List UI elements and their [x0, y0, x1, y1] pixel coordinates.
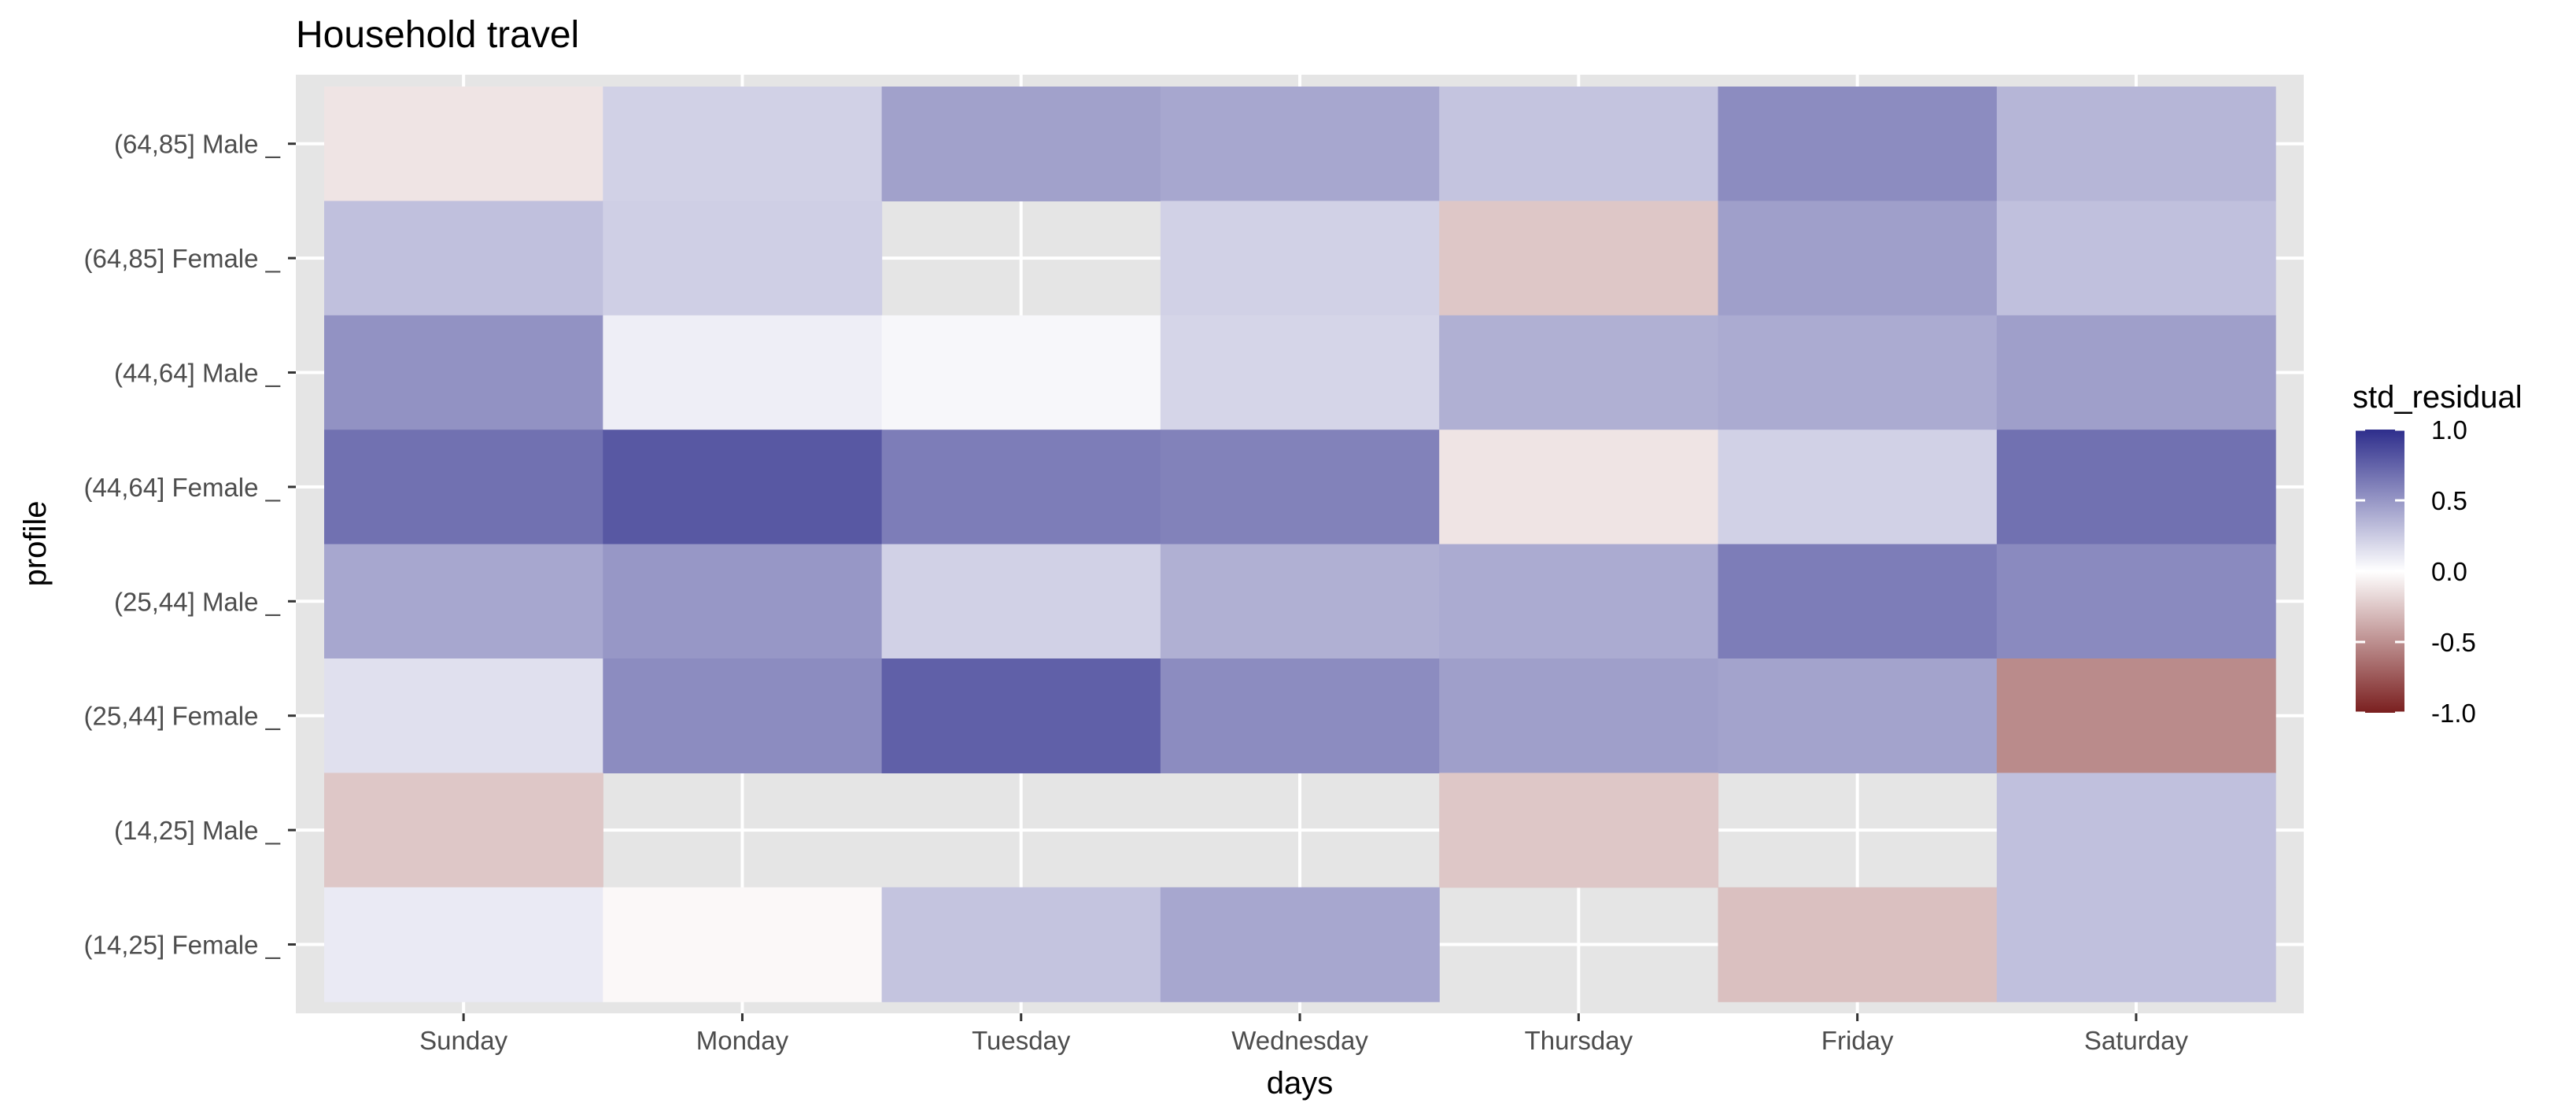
heatmap-cell [1160, 658, 1440, 773]
heatmap-cell [324, 87, 603, 201]
y-axis-title: profile [18, 501, 53, 587]
y-tick-label: (44,64] Male _ [114, 359, 281, 388]
heatmap-cell [1160, 87, 1440, 201]
heatmap-cell [1439, 658, 1719, 773]
y-axis: (64,85] Male _ (64,85] Female _ (44,64] Ma… [84, 130, 296, 960]
legend-ticks: 1.0 0.5 0.0 -0.5 -1.0 [2356, 415, 2476, 728]
heatmap-cell [603, 544, 883, 659]
x-tick-label: Sunday [419, 1026, 507, 1055]
heatmap-cell [603, 658, 883, 773]
y-tick-label: (14,25] Female _ [84, 931, 281, 960]
y-tick-label: (44,64] Female _ [84, 473, 281, 502]
heatmap-cell [881, 658, 1161, 773]
x-tick-label: Saturday [2084, 1026, 2189, 1055]
heatmap-cell [881, 87, 1161, 201]
heatmap-cell [1439, 430, 1719, 545]
heatmap-cell [1996, 315, 2276, 430]
heatmap-cell [324, 201, 603, 316]
heatmap-cell [603, 887, 883, 1002]
heatmap-cell [324, 430, 603, 545]
x-tick-label: Monday [696, 1026, 789, 1055]
heatmap-cell [1439, 315, 1719, 430]
heatmap-cell [324, 315, 603, 430]
heatmap-cell [1996, 773, 2276, 888]
legend-title: std_residual [2353, 380, 2522, 415]
x-tick-label: Thursday [1525, 1026, 1633, 1055]
y-tick-label: (25,44] Male _ [114, 587, 281, 616]
heatmap-cell [603, 315, 883, 430]
heatmap-cell [881, 544, 1161, 659]
x-axis: Sunday Monday Tuesday Wednesday Thursday Frid… [419, 1013, 2188, 1055]
heatmap-cell [1439, 87, 1719, 201]
heatmap-cell [324, 887, 603, 1002]
y-tick-label: (64,85] Female _ [84, 244, 281, 273]
heatmap-cell [1996, 430, 2276, 545]
heatmap-cell [881, 887, 1161, 1002]
y-tick-label: (14,25] Male _ [114, 816, 281, 845]
y-tick-label: (64,85] Male _ [114, 130, 281, 159]
heatmap-cell [603, 430, 883, 545]
heatmap-cell [1718, 87, 1998, 201]
heatmap-cell [1718, 430, 1998, 545]
heatmap-cell [324, 773, 603, 888]
legend-tick-label: -0.5 [2431, 628, 2476, 657]
heatmap-cell [1996, 658, 2276, 773]
x-tick-label: Friday [1821, 1026, 1894, 1055]
heatmap-cells [324, 87, 2276, 1002]
heatmap-cell [1996, 201, 2276, 316]
heatmap-cell [1439, 773, 1719, 888]
legend-tick-label: -1.0 [2431, 699, 2476, 728]
heatmap-cell [1996, 544, 2276, 659]
heatmap-cell [603, 87, 883, 201]
legend-tick-label: 0.5 [2431, 486, 2467, 515]
y-tick-label: (25,44] Female _ [84, 702, 281, 731]
x-tick-label: Tuesday [972, 1026, 1071, 1055]
legend-tick-label: 1.0 [2431, 415, 2467, 444]
heatmap-cell [1996, 887, 2276, 1002]
heatmap-cell [1996, 87, 2276, 201]
heatmap-cell [324, 544, 603, 659]
chart-title: Household travel [296, 14, 579, 56]
heatmap-cell [881, 430, 1161, 545]
heatmap-cell [1718, 315, 1998, 430]
heatmap-cell [1718, 544, 1998, 659]
x-tick-label: Wednesday [1231, 1026, 1368, 1055]
heatmap-cell [1718, 887, 1998, 1002]
heatmap-cell [603, 201, 883, 316]
legend: std_residual 1.0 0.5 0.0 -0.5 -1.0 [2353, 380, 2522, 728]
heatmap-cell [1718, 658, 1998, 773]
heatmap-cell [881, 315, 1161, 430]
legend-tick-label: 0.0 [2431, 557, 2467, 586]
x-axis-title: days [1267, 1066, 1334, 1101]
heatmap-cell [1160, 544, 1440, 659]
heatmap-cell [1160, 430, 1440, 545]
heatmap-cell [324, 658, 603, 773]
heatmap-cell [1160, 887, 1440, 1002]
heatmap-cell [1160, 315, 1440, 430]
heatmap-cell [1439, 544, 1719, 659]
heatmap-cell [1160, 201, 1440, 316]
heatmap-cell [1439, 201, 1719, 316]
heatmap-cell [1718, 201, 1998, 316]
